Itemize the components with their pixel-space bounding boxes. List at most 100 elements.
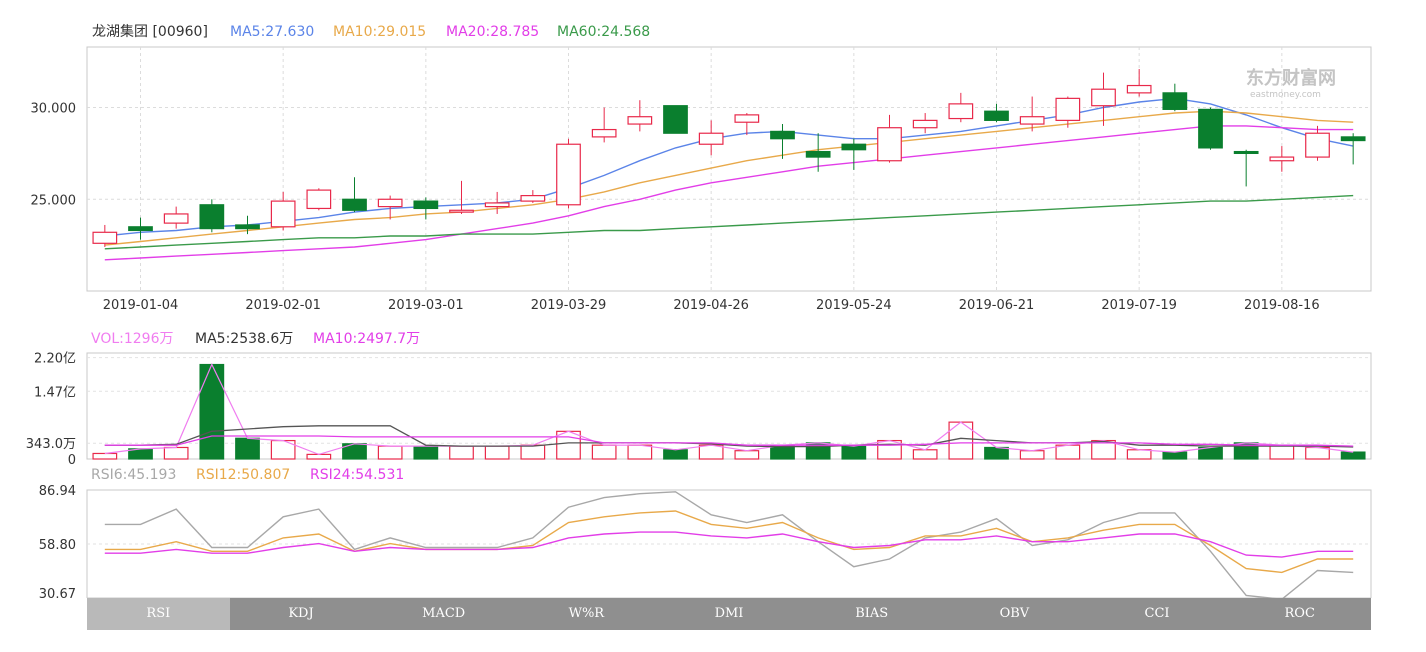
volume-bar [663,449,688,460]
volume-bar [984,446,1009,460]
volume-bar [306,453,332,460]
volume-bar [92,452,118,460]
price-y-tick-label: 30.000 [31,102,77,117]
candle-body [948,103,974,120]
tab-bias[interactable]: BIAS [800,598,944,630]
rsi-legend-rsi24: RSI24:54.531 [310,467,404,483]
x-tick-label: 2019-08-16 [1244,298,1320,313]
volume-bar [1126,449,1152,460]
candle-body [1233,150,1259,155]
tab-obv[interactable]: OBV [943,598,1086,630]
tab-dmi[interactable]: DMI [657,598,801,630]
tab-macd[interactable]: MACD [372,598,516,630]
x-tick-label: 2019-03-01 [388,298,464,313]
candle-body [163,213,189,224]
tab-kdj[interactable]: KDJ [229,598,373,630]
candle-body [698,132,724,145]
volume-ma-line-ma10 [104,435,1354,447]
volume-bar [734,450,760,460]
x-tick-label: 2019-07-19 [1101,298,1177,313]
candle-body [92,231,118,244]
candle-body [484,202,510,208]
tab-roc[interactable]: ROC [1228,598,1372,630]
volume-bar [1019,450,1045,460]
indicator-tabs: RSI KDJ MACD W%R DMI BIAS OBV CCI ROC [87,598,1372,630]
watermark-subtext: eastmoney.com [1250,90,1321,100]
volume-bar [841,445,867,460]
volume-bar [449,445,474,460]
volume-legend-vol: VOL:1296万 [91,331,174,347]
legend-ma20: MA20:28.785 [446,24,539,40]
candle-body [1091,88,1116,107]
volume-bar [199,363,225,460]
candle-body [770,130,795,140]
vol-y-tick-label: 1.47亿 [34,385,76,400]
candle-body [128,226,153,232]
candle-body [1340,136,1366,142]
legend-ma60: MA60:24.568 [557,24,650,40]
legend-ma10: MA10:29.015 [333,24,426,40]
volume-bar [912,449,938,460]
rsi-y-tick-label: 30.67 [39,587,76,598]
volume-bar [413,445,439,460]
vol-y-tick-label: 0 [68,453,76,468]
rsi-legend-rsi6: RSI6:45.193 [91,467,176,483]
volume-bar [1305,446,1330,460]
x-tick-label: 2019-02-01 [245,298,321,313]
tab-wr[interactable]: W%R [515,598,658,630]
volume-bar [627,444,653,460]
candle-body [377,198,403,208]
candle-body [1126,84,1152,94]
volume-line [104,363,1354,456]
candle-body [1269,156,1295,162]
candle-body [413,200,439,210]
vol-y-tick-label: 343.0万 [26,437,76,452]
rsi-line-rsi24 [104,531,1354,558]
candle-body [912,119,938,129]
price-panel-frame [86,46,1372,292]
candle-body [841,143,867,151]
candle-body [734,114,760,123]
candle-body [1019,116,1045,125]
candle-body [449,209,474,213]
volume-legend-ma5: MA5:2538.6万 [195,331,293,347]
candle-body [556,143,581,206]
ma-line-ma10 [104,110,1354,246]
candle-body [1055,97,1081,121]
candle-body [877,127,902,162]
ma-line-ma5 [104,97,1354,237]
volume-bar [1269,444,1295,460]
volume-panel-frame [86,352,1372,460]
vol-y-tick-label: 2.20亿 [34,352,76,367]
volume-bar [1198,446,1223,460]
tab-rsi[interactable]: RSI [87,598,230,630]
price-y-tick-label: 25.000 [31,193,77,208]
volume-bar [163,446,189,460]
ma-line-ma60 [104,194,1354,250]
rsi-y-tick-label: 86.94 [39,484,76,499]
volume-bar [484,445,510,460]
x-tick-label: 2019-04-26 [673,298,749,313]
x-tick-label: 2019-06-21 [959,298,1035,313]
volume-bar [1340,451,1366,460]
x-tick-label: 2019-01-04 [103,298,179,313]
x-tick-label: 2019-03-29 [531,298,607,313]
volume-ma-line-ma5 [104,425,1354,448]
candle-body [663,105,688,134]
candle-body [306,189,332,210]
volume-bar [591,444,617,460]
volume-bar [1055,444,1081,460]
candle-body [591,128,617,138]
volume-bar [556,430,581,460]
volume-bar [520,444,546,460]
candle-body [627,116,653,125]
watermark-logo: 东方财富网 [1246,67,1336,89]
candle-body [270,200,296,228]
candle-body [199,204,225,230]
rsi-line-rsi12 [104,510,1354,574]
tab-cci[interactable]: CCI [1085,598,1229,630]
volume-legend-ma10: MA10:2497.7万 [313,331,420,347]
rsi-y-tick-label: 58.80 [39,538,76,553]
